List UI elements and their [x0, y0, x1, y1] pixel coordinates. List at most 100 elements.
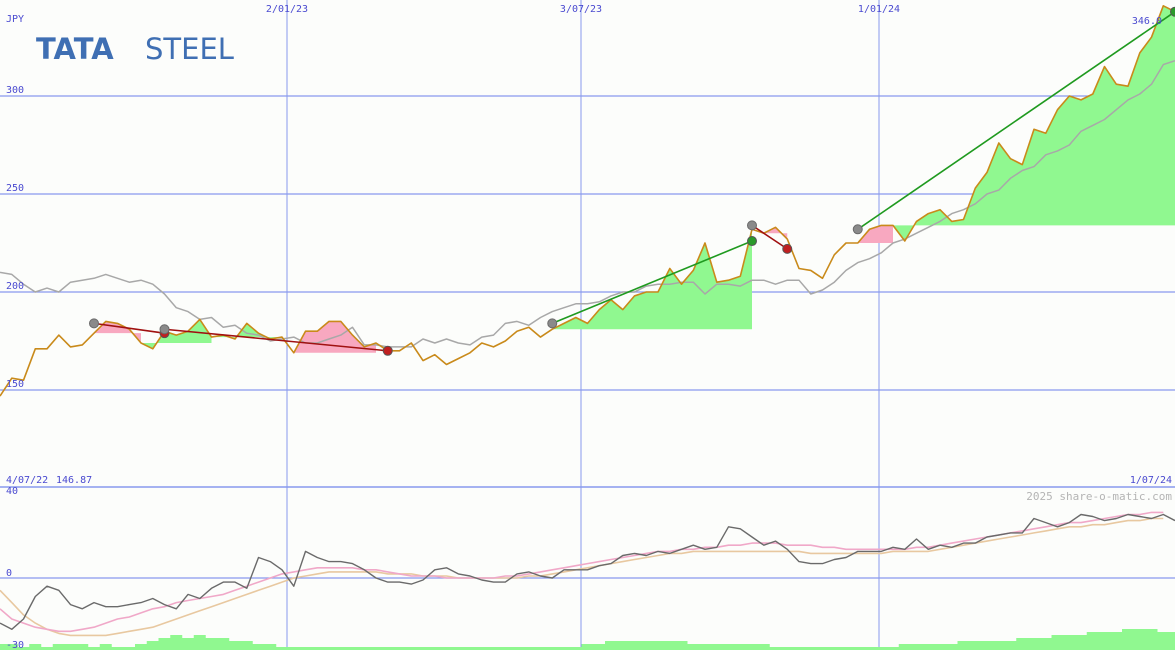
watermark: 2025 share-o-matic.com [1026, 490, 1172, 503]
volume-bar [1016, 638, 1029, 650]
last-price-label: 346.0 [1132, 16, 1162, 27]
volume-bar [487, 647, 500, 650]
volume-bar [945, 644, 958, 650]
indicator-y-tick-label: 40 [6, 486, 18, 497]
volume-bar [17, 647, 30, 650]
volume-bar [393, 647, 406, 650]
volume-bar [193, 635, 206, 650]
volume-bar [405, 647, 418, 650]
volume-bar [605, 641, 617, 650]
volume-bar [934, 644, 946, 650]
volume-bar [981, 641, 993, 650]
volume-bar [534, 647, 547, 650]
volume-bar [793, 647, 805, 650]
volume-bar [887, 647, 899, 650]
x-tick-label: 3/07/23 [560, 4, 602, 15]
volume-bar [722, 644, 735, 650]
volume-bar [863, 647, 876, 650]
trend-start-marker [89, 318, 99, 329]
volume-bar [781, 647, 794, 650]
indicator-y-tick-label: -30 [6, 640, 24, 650]
volume-bar [417, 647, 429, 650]
volume-bar [1004, 641, 1017, 650]
volume-bar [546, 647, 559, 650]
start-date-label: 4/07/22 [6, 475, 48, 486]
brand-logo-steel: STEEL [145, 32, 234, 66]
volume-bar [663, 641, 676, 650]
volume-bar [123, 647, 136, 650]
brand-logo-tata: TATA [36, 32, 114, 66]
volume-bar [64, 644, 77, 650]
volume-bar [311, 647, 324, 650]
slow-average-line [0, 517, 1164, 637]
volume-bar [287, 647, 300, 650]
x-tick-label: 1/01/24 [858, 4, 900, 15]
volume-bar [170, 635, 183, 650]
volume-bar [746, 644, 758, 650]
trend-line-down [164, 328, 388, 352]
volume-bar [29, 644, 42, 650]
volume-bar [135, 644, 147, 650]
trend-start-marker [852, 224, 863, 235]
volume-bar [88, 647, 100, 650]
volume-bar [992, 641, 1005, 650]
volume-bar [499, 647, 512, 650]
x-tick-label: 2/01/23 [266, 4, 308, 15]
volume-bar [99, 644, 112, 650]
volume-bar [1028, 638, 1040, 650]
volume-bar [910, 644, 923, 650]
trend-end-marker [782, 243, 793, 254]
volume-bar [616, 641, 629, 650]
volume-bar [593, 644, 606, 650]
volume-bar [804, 647, 817, 650]
benchmark-line [0, 59, 1175, 348]
trend-end-marker [1170, 6, 1175, 17]
trend-start-marker [547, 318, 558, 329]
volume-bar [158, 638, 171, 650]
volume-bar [299, 647, 312, 650]
volume-bar [640, 641, 653, 650]
volume-bar [346, 647, 359, 650]
trend-layer [89, 6, 1175, 356]
volume-bar [264, 644, 277, 650]
fill-area-down [857, 225, 893, 243]
indicator-y-tick-label: 0 [6, 568, 12, 579]
volume-bar [1169, 632, 1175, 650]
volume-bar [522, 647, 535, 650]
end-date-label: 1/07/24 [1130, 475, 1172, 486]
start-price-label: 146.87 [56, 475, 92, 486]
volume-bar [334, 647, 347, 650]
volume-bar [205, 638, 218, 650]
trend-line-up [857, 11, 1175, 230]
volume-bar [252, 644, 265, 650]
fill-layer [94, 5, 1175, 353]
trend-line-down [93, 322, 165, 334]
fill-area-up [552, 229, 752, 330]
volume-bar [276, 647, 288, 650]
trend-line-up [551, 240, 753, 325]
volume-bar [710, 644, 723, 650]
volume-bar [1086, 632, 1099, 650]
volume-bar [240, 641, 253, 650]
fill-area-down [94, 321, 141, 343]
volume-bar [358, 647, 371, 650]
volume-bar [370, 647, 382, 650]
volume-bar [111, 647, 124, 650]
volume-bar [428, 647, 441, 650]
trend-start-marker [747, 220, 757, 231]
volume-bar [581, 644, 594, 650]
volume-bar [687, 644, 700, 650]
volume-bar [1098, 632, 1111, 650]
volume-bar [816, 647, 829, 650]
volume-bar [675, 641, 688, 650]
volume-bar [475, 647, 488, 650]
trend-start-marker [159, 324, 170, 335]
volume-bar [922, 644, 935, 650]
volume-bar [1110, 632, 1123, 650]
volume-bar [41, 647, 53, 650]
volume-bar [569, 647, 582, 650]
fast-average-line [0, 511, 1164, 633]
volume-bar [628, 641, 641, 650]
oscillator-line [0, 513, 1175, 630]
